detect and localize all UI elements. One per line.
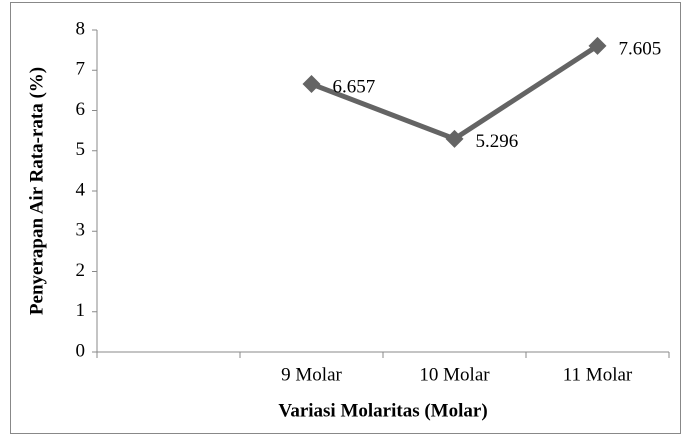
marker	[445, 129, 464, 148]
data-label: 7.605	[619, 38, 662, 59]
y-tick-label: 1	[76, 300, 86, 321]
y-tick-label: 5	[76, 139, 86, 160]
marker	[588, 36, 607, 55]
y-axis-title: Penyerapan Air Rata-rata (%)	[26, 67, 47, 315]
marker	[302, 75, 321, 94]
x-tick-label: 11 Molar	[563, 364, 633, 385]
y-tick-label: 2	[76, 260, 86, 281]
x-tick-label: 10 Molar	[419, 364, 490, 385]
y-tick-label: 0	[76, 340, 86, 361]
y-tick-label: 6	[76, 99, 86, 120]
y-tick-label: 7	[76, 59, 86, 80]
y-tick-label: 3	[76, 220, 86, 241]
y-tick-label: 4	[76, 179, 86, 200]
data-label: 5.296	[476, 131, 519, 152]
x-axis-title: Variasi Molaritas (Molar)	[278, 400, 487, 421]
x-tick-label: 9 Molar	[281, 364, 342, 385]
chart-frame	[10, 2, 681, 434]
y-tick-label: 8	[76, 18, 86, 39]
data-label: 6.657	[333, 76, 376, 97]
